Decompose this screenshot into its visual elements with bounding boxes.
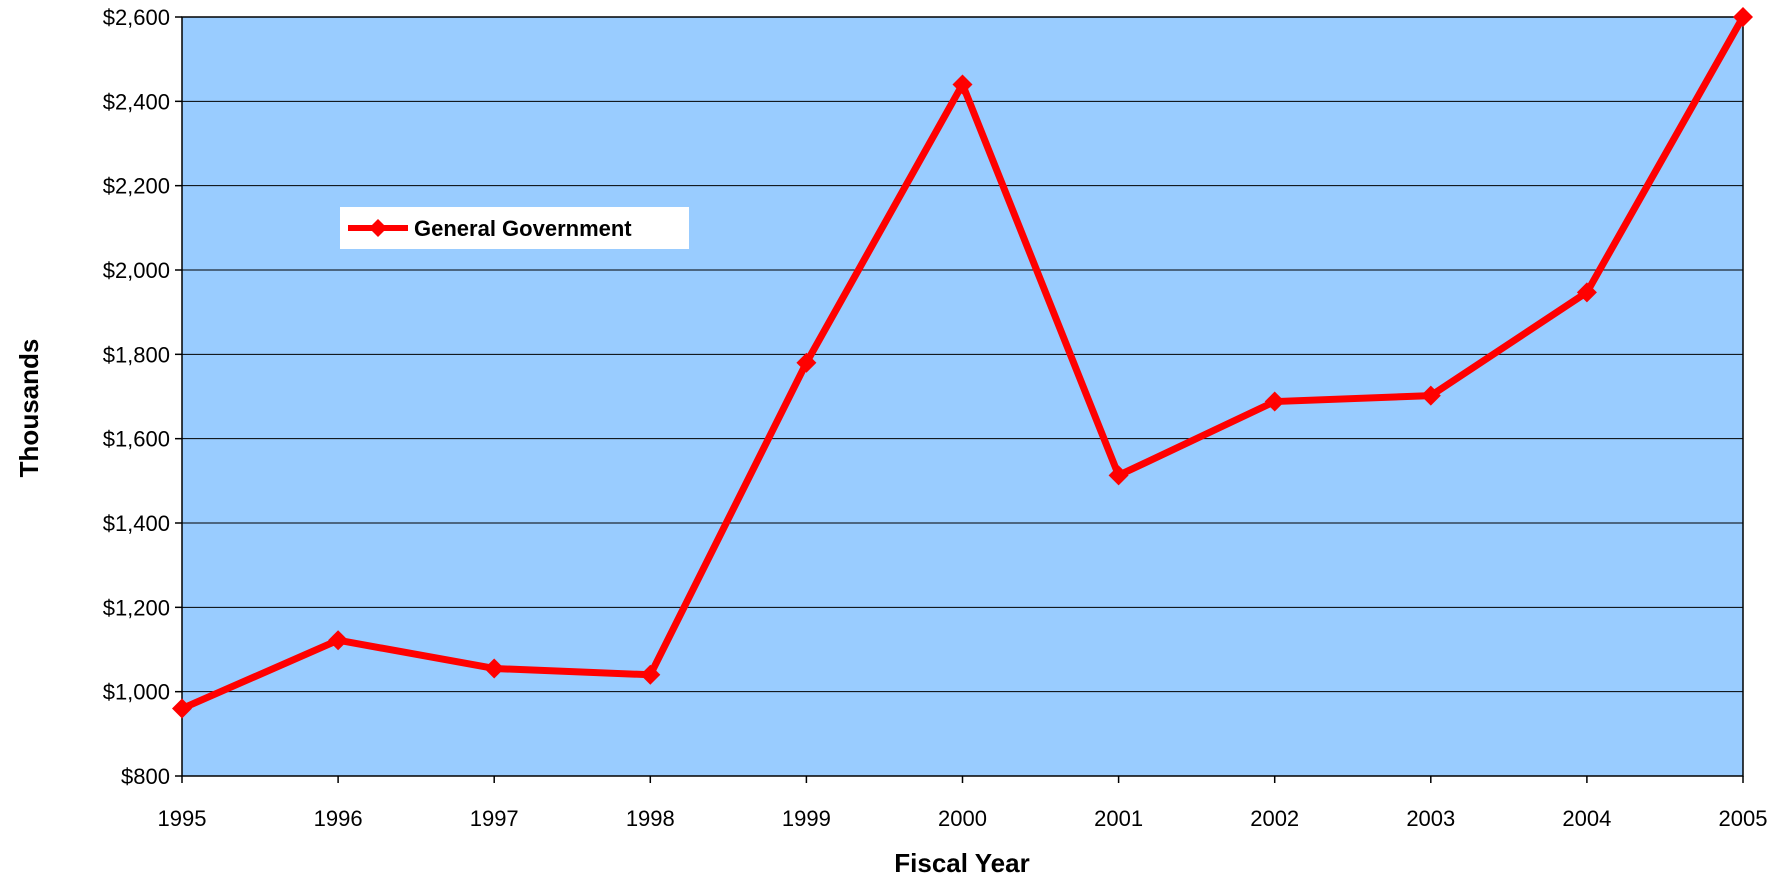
x-tick-label: 2005 [1719, 806, 1768, 831]
series-layer [172, 7, 1753, 719]
data-point-marker [796, 352, 817, 373]
y-tick-label: $2,600 [103, 5, 170, 30]
x-tick-label: 1997 [470, 806, 519, 831]
data-point-marker [952, 74, 973, 95]
x-axis-labels: 1995 1996 1997 1998 1999 2000 2001 2002 2003 2004… [158, 806, 1768, 831]
y-tick-label: $800 [121, 764, 170, 789]
x-tick-label: 2002 [1250, 806, 1299, 831]
y-tick-label: $1,200 [103, 595, 170, 620]
y-axis-ticks [175, 16, 182, 777]
data-point-marker [1264, 391, 1285, 412]
x-tick-label: 2004 [1562, 806, 1611, 831]
y-tick-label: $2,400 [103, 89, 170, 114]
data-point-marker [172, 698, 192, 719]
data-point-marker [1420, 385, 1441, 406]
y-tick-label: $1,000 [103, 680, 170, 705]
legend-label: General Government [414, 216, 632, 241]
x-tick-label: 1998 [626, 806, 675, 831]
x-axis-title: Fiscal Year [894, 848, 1029, 878]
data-point-marker [1733, 7, 1753, 27]
legend-marker-swatch [369, 219, 387, 237]
y-axis-title: Thousands [14, 339, 44, 478]
y-axis-labels: $800 $1,000 $1,200 $1,400 $1,600 $1,800 $2,000… [103, 5, 170, 789]
data-point-marker [484, 658, 505, 679]
gridlines [182, 100, 1743, 693]
legend: General Government [340, 207, 689, 249]
y-tick-label: $1,600 [103, 427, 170, 452]
x-tick-label: 2001 [1094, 806, 1143, 831]
y-tick-label: $2,000 [103, 258, 170, 283]
y-tick-label: $2,200 [103, 174, 170, 199]
data-point-marker [1576, 282, 1597, 303]
x-tick-label: 1995 [158, 806, 207, 831]
x-tick-label: 1999 [782, 806, 831, 831]
data-point-marker [328, 630, 349, 651]
x-tick-label: 1996 [314, 806, 363, 831]
x-tick-label: 2000 [938, 806, 987, 831]
y-tick-label: $1,800 [103, 342, 170, 367]
x-axis-ticks [181, 776, 1744, 783]
data-point-marker [640, 664, 661, 685]
x-tick-label: 2003 [1406, 806, 1455, 831]
data-point-marker [1108, 465, 1129, 486]
y-tick-label: $1,400 [103, 511, 170, 536]
plot-area [182, 17, 1743, 776]
